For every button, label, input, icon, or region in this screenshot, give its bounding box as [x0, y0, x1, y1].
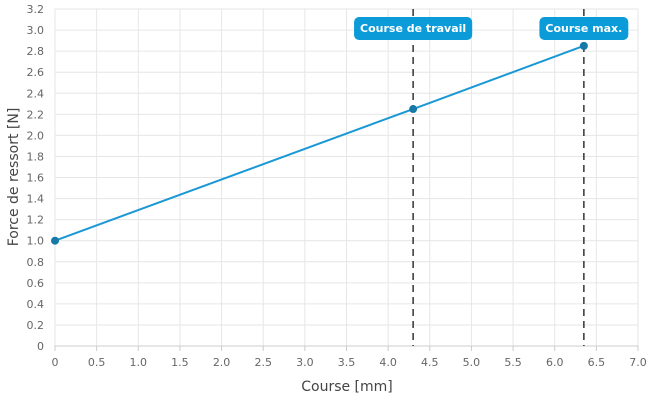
x-tick-label: 5.5: [504, 356, 522, 369]
y-tick-label: 2.4: [27, 87, 45, 100]
y-gridlines: [55, 8, 638, 347]
y-tick-label: 0.6: [27, 277, 45, 290]
x-tick-label: 1.0: [130, 356, 148, 369]
x-axis-title: Course [mm]: [301, 379, 393, 395]
y-tick-label: 1.4: [27, 193, 45, 206]
annotation-label: Course de travail: [354, 17, 473, 40]
data-point[interactable]: [579, 41, 588, 50]
x-tick-label: 6.5: [588, 356, 606, 369]
y-tick-label: 1.0: [27, 235, 45, 248]
y-tick-label: 1.6: [27, 172, 45, 185]
annotation-text: Course max.: [545, 22, 622, 35]
annotation-labels: Course de travail Course max.: [354, 17, 629, 40]
y-axis-title: Force de ressort [N]: [6, 108, 22, 247]
series-line: [54, 44, 585, 242]
x-tick-label: 6.0: [546, 356, 564, 369]
annotation-box: [539, 17, 629, 40]
annotation-label: Course max.: [539, 17, 629, 40]
y-tick-label: 0.8: [27, 256, 45, 269]
x-tick-label: 3.0: [296, 356, 314, 369]
data-point[interactable]: [51, 236, 59, 245]
y-tick-label: 0: [37, 340, 44, 353]
annotation-lines: [412, 9, 585, 346]
y-tick-label: 0.2: [27, 319, 45, 332]
x-tick-label: 2.0: [213, 356, 231, 369]
y-tick-label: 2.0: [27, 129, 45, 142]
x-tick-label: 4.5: [421, 356, 439, 369]
y-tick-label: 1.2: [27, 214, 45, 227]
x-tick-label: 5.0: [463, 356, 481, 369]
y-tick-label: 3.0: [27, 24, 45, 37]
x-tick-label: 0.5: [88, 356, 106, 369]
y-tick-label: 2.8: [27, 45, 45, 58]
x-tick-label: 7.0: [629, 356, 647, 369]
series-group: [51, 41, 588, 245]
y-tick-label: 1.8: [27, 150, 45, 163]
y-tick-label: 2.6: [27, 66, 45, 79]
data-point[interactable]: [409, 105, 418, 114]
x-tick-labels: 0 0.5 1.0 1.5 2.0 2.5 3.0 3.5 4.0 4.5 5.0 5.5 6.0 6.5…: [52, 356, 647, 369]
x-tick-label: 4.0: [379, 356, 397, 369]
x-tick-label: 0: [52, 356, 59, 369]
x-tick-label: 3.5: [338, 356, 356, 369]
axes: [54, 345, 639, 351]
y-tick-labels: 0 0.2 0.4 0.6 0.8 1.0 1.2 1.4 1.6 1.8 2.0 2.2 2.4 2.6…: [27, 3, 45, 353]
annotation-box: [354, 17, 473, 40]
x-tick-label: 1.5: [171, 356, 189, 369]
y-tick-label: 3.2: [27, 3, 45, 16]
y-tick-label: 0.4: [27, 298, 45, 311]
x-tick-label: 2.5: [254, 356, 272, 369]
y-tick-label: 2.2: [27, 108, 45, 121]
annotation-text: Course de travail: [360, 22, 466, 35]
